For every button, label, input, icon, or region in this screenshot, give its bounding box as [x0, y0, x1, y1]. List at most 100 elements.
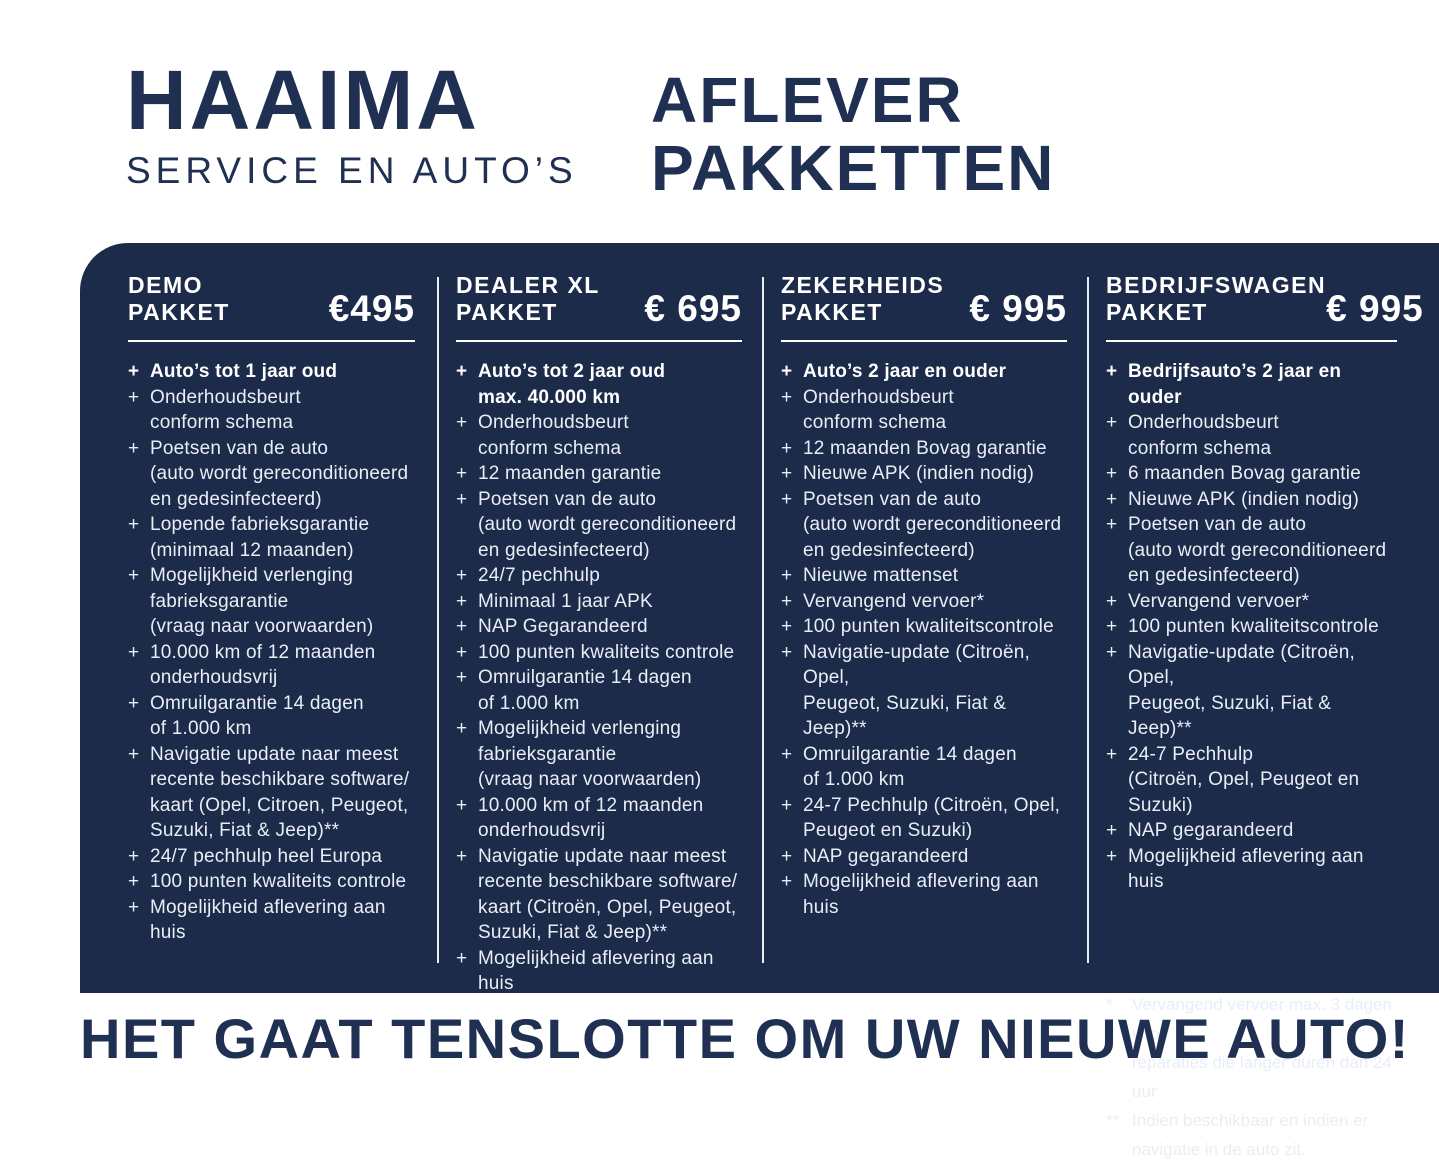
plus-icon: +	[456, 845, 468, 867]
plus-icon: +	[1106, 412, 1118, 433]
plus-icon: +	[781, 361, 793, 382]
feature-line: 100 punten kwaliteitscontrole	[1128, 616, 1379, 637]
feature-text: 10.000 km of 12 maanden onderhoudsvrij	[478, 793, 703, 844]
plus-icon: +	[781, 437, 793, 459]
feature-text: Navigatie-update (Citroën, Opel, Peugeot,…	[1128, 640, 1397, 742]
plus-icon: +	[1106, 463, 1118, 484]
feature-item: + Omruilgarantie 14 dagen of 1.000 km	[781, 742, 1067, 793]
plus-icon: +	[128, 565, 140, 586]
feature-line: en gedesinfecteerd)	[150, 488, 322, 510]
feature-line: en gedesinfecteerd)	[803, 539, 975, 561]
feature-item: + Navigatie-update (Citroën, Opel, Peugeot…	[1106, 640, 1397, 742]
title-underline	[456, 340, 742, 342]
package-title: DEMO PAKKET	[128, 272, 230, 327]
plus-icon: +	[1106, 488, 1118, 510]
package-price: €495	[328, 288, 415, 329]
feature-item: +24-7 Pechhulp (Citroën, Opel, Peugeot en…	[1106, 742, 1397, 819]
feature-text: Auto’s tot 1 jaar oud	[150, 359, 337, 385]
feature-item: + Auto’s tot 1 jaar oud	[128, 359, 415, 385]
feature-item: + Mogelijkheid aflevering aan huis	[128, 895, 415, 946]
feature-text: Mogelijkheid verlenging fabrieksgarantie (…	[150, 563, 373, 640]
plus-icon: +	[456, 565, 468, 586]
feature-item: + Poetsen van de auto (auto wordt gerecond…	[456, 487, 742, 564]
feature-line: 100 punten kwaliteits controle	[150, 871, 407, 892]
package-title: ZEKERHEIDS PAKKET	[781, 272, 944, 327]
feature-text: 6 maanden Bovag garantie	[1128, 461, 1361, 487]
feature-line: of 1.000 km	[803, 769, 905, 790]
feature-item: + Navigatie update naar meest recente besc…	[456, 844, 742, 946]
title-underline	[1106, 340, 1397, 342]
feature-line: Poetsen van de auto	[150, 437, 329, 459]
plus-icon: +	[781, 488, 793, 510]
feature-line: of 1.000 km	[478, 692, 580, 714]
title-underline	[128, 340, 415, 342]
feature-text: Poetsen van de auto (auto wordt gerecondi…	[1128, 512, 1386, 589]
feature-text: 100 punten kwaliteitscontrole	[1128, 614, 1379, 640]
plus-icon: +	[456, 667, 468, 688]
feature-text: Navigatie update naar meest recente besch…	[150, 742, 409, 844]
feature-line: fabrieksgarantie	[478, 743, 617, 765]
footnote-line: navigatie in de auto zit.	[1132, 1139, 1306, 1159]
feature-line: 100 punten kwaliteits controle	[478, 641, 735, 663]
feature-line: Omruilgarantie 14 dagen	[803, 743, 1017, 765]
feature-item: +6 maanden Bovag garantie	[1106, 461, 1397, 487]
feature-item: +100 punten kwaliteits controle	[128, 869, 415, 895]
feature-line: Onderhoudsbeurt	[150, 386, 301, 408]
feature-line: fabrieksgarantie	[150, 590, 289, 612]
plus-icon: +	[781, 616, 793, 637]
brand-logo: HAAIMA SERVICE EN AUTO’S	[126, 58, 578, 192]
package-title-line: BEDRIJFSWAGEN	[1106, 271, 1327, 298]
feature-line: en gedesinfecteerd)	[1128, 565, 1300, 586]
feature-line: Peugeot, Suzuki, Fiat & Jeep)**	[1128, 692, 1332, 740]
plus-icon: +	[456, 590, 468, 612]
footnote-text: Vervangend vervoer max. 3 dagen voor repa…	[1132, 990, 1397, 1106]
feature-item: +100 punten kwaliteitscontrole	[1106, 614, 1397, 640]
feature-line: NAP gegarandeerd	[1128, 820, 1294, 841]
column-divider	[437, 277, 439, 963]
plus-icon: +	[781, 641, 793, 663]
title-underline	[781, 340, 1067, 342]
feature-text: Onderhoudsbeurt conform schema	[1128, 410, 1279, 461]
feature-text: NAP gegarandeerd	[1128, 818, 1294, 844]
feature-item: +12 maanden Bovag garantie	[781, 436, 1067, 462]
feature-line: (auto wordt gereconditioneerd	[150, 463, 409, 484]
package-title: BEDRIJFSWAGEN PAKKET	[1106, 272, 1326, 327]
plus-icon: +	[128, 743, 140, 765]
feature-item: +24/7 pechhulp heel Europa	[128, 844, 415, 870]
package-price: € 995	[969, 288, 1067, 329]
feature-text: 24/7 pechhulp	[478, 563, 600, 589]
feature-line: conform schema	[478, 437, 622, 459]
feature-text: Bedrijfsauto’s 2 jaar en ouder	[1128, 359, 1397, 410]
page-title: AFLEVER PAKKETTEN	[651, 66, 1055, 202]
plus-icon: +	[128, 514, 140, 535]
feature-line: 24/7 pechhulp	[478, 565, 600, 586]
feature-item: + Auto’s tot 2 jaar oud max. 40.000 km	[456, 359, 742, 410]
feature-text: Auto’s 2 jaar en ouder	[803, 359, 1006, 385]
feature-item: + Navigatie-update (Citroën, Opel, Peugeot…	[781, 640, 1067, 742]
feature-text: 24-7 Pechhulp (Citroën, Opel, Peugeot en …	[1128, 742, 1397, 819]
feature-line: conform schema	[150, 412, 294, 433]
feature-line: kaart (Opel, Citroen, Peugeot,	[150, 794, 409, 816]
plus-icon: +	[128, 845, 140, 867]
feature-line: onderhoudsvrij	[150, 667, 278, 688]
footnote-text: Indien beschikbaar en indien er navigatie…	[1132, 1106, 1368, 1164]
feature-text: 10.000 km of 12 maanden onderhoudsvrij	[150, 640, 375, 691]
feature-item: + NAP gegarandeerd	[1106, 818, 1397, 844]
feature-line: 6 maanden Bovag garantie	[1128, 463, 1361, 484]
feature-line: 24/7 pechhulp heel Europa	[150, 845, 383, 867]
package-price: € 995	[1326, 288, 1424, 329]
plus-icon: +	[456, 718, 468, 739]
feature-item: +10.000 km of 12 maanden onderhoudsvrij	[456, 793, 742, 844]
package-column: ZEKERHEIDS PAKKET € 995 + Auto’s 2 jaar en o…	[762, 243, 1087, 993]
feature-item: + Mogelijkheid aflevering aan huis	[456, 946, 742, 997]
feature-text: Lopende fabrieksgarantie (minimaal 12 maa…	[150, 512, 369, 563]
feature-text: Vervangend vervoer*	[1128, 589, 1309, 615]
feature-text: 24-7 Pechhulp (Citroën, Opel, Peugeot en …	[803, 793, 1060, 844]
feature-line: Mogelijkheid aflevering aan huis	[150, 896, 386, 944]
footnote-marker: **	[1106, 1110, 1120, 1130]
plus-icon: +	[128, 641, 140, 663]
feature-text: 100 punten kwaliteits controle	[478, 640, 734, 666]
package-feature-list: + Bedrijfsauto’s 2 jaar en ouder + Onderhou…	[1106, 359, 1397, 895]
feature-text: Nieuwe mattenset	[803, 563, 958, 589]
feature-item: + Poetsen van de auto (auto wordt gerecond…	[781, 487, 1067, 564]
